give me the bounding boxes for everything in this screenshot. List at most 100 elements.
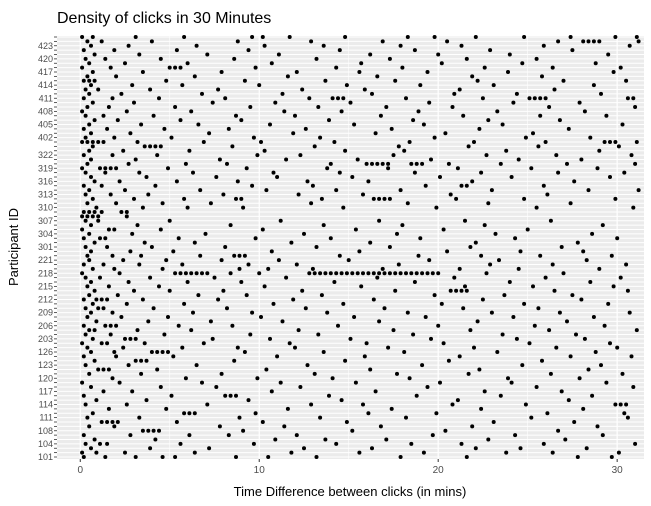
data-point [81, 297, 86, 302]
data-point [298, 385, 303, 389]
data-point [344, 420, 349, 424]
data-point [423, 315, 428, 319]
data-point [468, 245, 473, 249]
data-point [89, 280, 93, 284]
data-point [618, 275, 623, 280]
data-point [586, 39, 591, 44]
data-point [586, 188, 591, 193]
data-point [226, 433, 231, 438]
data-point [548, 371, 553, 376]
y-tick-label: 101 [38, 452, 53, 462]
data-point [581, 39, 586, 44]
data-point [291, 131, 296, 136]
data-point [287, 341, 292, 346]
data-points [80, 35, 641, 459]
data-point [92, 78, 97, 83]
data-point [99, 183, 104, 188]
data-point [167, 218, 172, 223]
data-point [427, 100, 432, 105]
data-point [221, 288, 226, 293]
data-point [87, 148, 92, 153]
data-point [327, 118, 331, 123]
data-point [305, 179, 310, 184]
data-point [370, 161, 374, 166]
data-point [613, 196, 618, 201]
data-point [461, 306, 466, 311]
data-point [126, 43, 131, 48]
data-point [432, 135, 437, 140]
data-point [83, 192, 88, 197]
data-point [312, 371, 317, 376]
data-point [504, 148, 509, 153]
data-point [332, 140, 337, 144]
data-point [624, 262, 629, 267]
data-point [509, 380, 514, 385]
data-point [624, 78, 629, 83]
data-point [80, 214, 85, 219]
data-point [90, 196, 95, 201]
data-point [625, 415, 630, 420]
data-point [507, 280, 512, 284]
data-point [239, 196, 244, 201]
data-point [124, 214, 129, 219]
y-tick-label: 301 [38, 242, 53, 252]
data-point [441, 227, 446, 232]
y-tick-label: 307 [38, 216, 53, 226]
data-point [230, 144, 235, 149]
plot-panel [57, 36, 644, 459]
data-point [223, 393, 228, 398]
data-point [106, 367, 111, 372]
data-point [110, 420, 115, 424]
data-point [253, 236, 258, 241]
data-point [522, 301, 527, 306]
y-tick-label: 123 [38, 360, 53, 370]
data-point [81, 183, 86, 188]
data-point [194, 271, 199, 276]
data-point [608, 140, 612, 144]
data-point [80, 271, 85, 276]
data-point [255, 376, 260, 381]
data-point [600, 433, 605, 438]
data-point [208, 319, 213, 324]
data-point [387, 56, 392, 61]
data-point [92, 437, 97, 442]
data-point [473, 446, 478, 451]
data-point [375, 275, 380, 280]
data-point [464, 455, 469, 459]
data-point [235, 179, 240, 184]
data-point [509, 175, 514, 179]
data-point [187, 433, 192, 438]
data-point [276, 258, 281, 263]
data-point [464, 183, 469, 188]
data-point [151, 428, 156, 433]
data-point [85, 315, 90, 319]
data-point [230, 323, 235, 328]
data-point [575, 455, 580, 459]
data-point [289, 240, 294, 245]
data-point [269, 61, 274, 66]
data-point [350, 428, 355, 433]
data-point [309, 39, 314, 44]
data-point [378, 113, 383, 118]
data-point [83, 402, 88, 407]
data-point [574, 332, 578, 337]
data-point [479, 253, 484, 258]
data-point [514, 336, 519, 341]
data-point [488, 48, 493, 53]
data-point [545, 411, 550, 416]
data-point [300, 87, 305, 92]
data-point [538, 96, 543, 101]
data-point [438, 175, 442, 179]
data-point [557, 118, 562, 123]
data-point [250, 183, 255, 188]
data-point [164, 78, 169, 83]
data-point [495, 109, 500, 114]
data-point [192, 450, 197, 455]
data-point [85, 74, 90, 79]
data-point [495, 350, 500, 354]
data-point [439, 61, 444, 66]
data-point [87, 122, 92, 127]
data-point [314, 245, 319, 249]
data-point [81, 433, 86, 438]
data-point [216, 297, 221, 302]
